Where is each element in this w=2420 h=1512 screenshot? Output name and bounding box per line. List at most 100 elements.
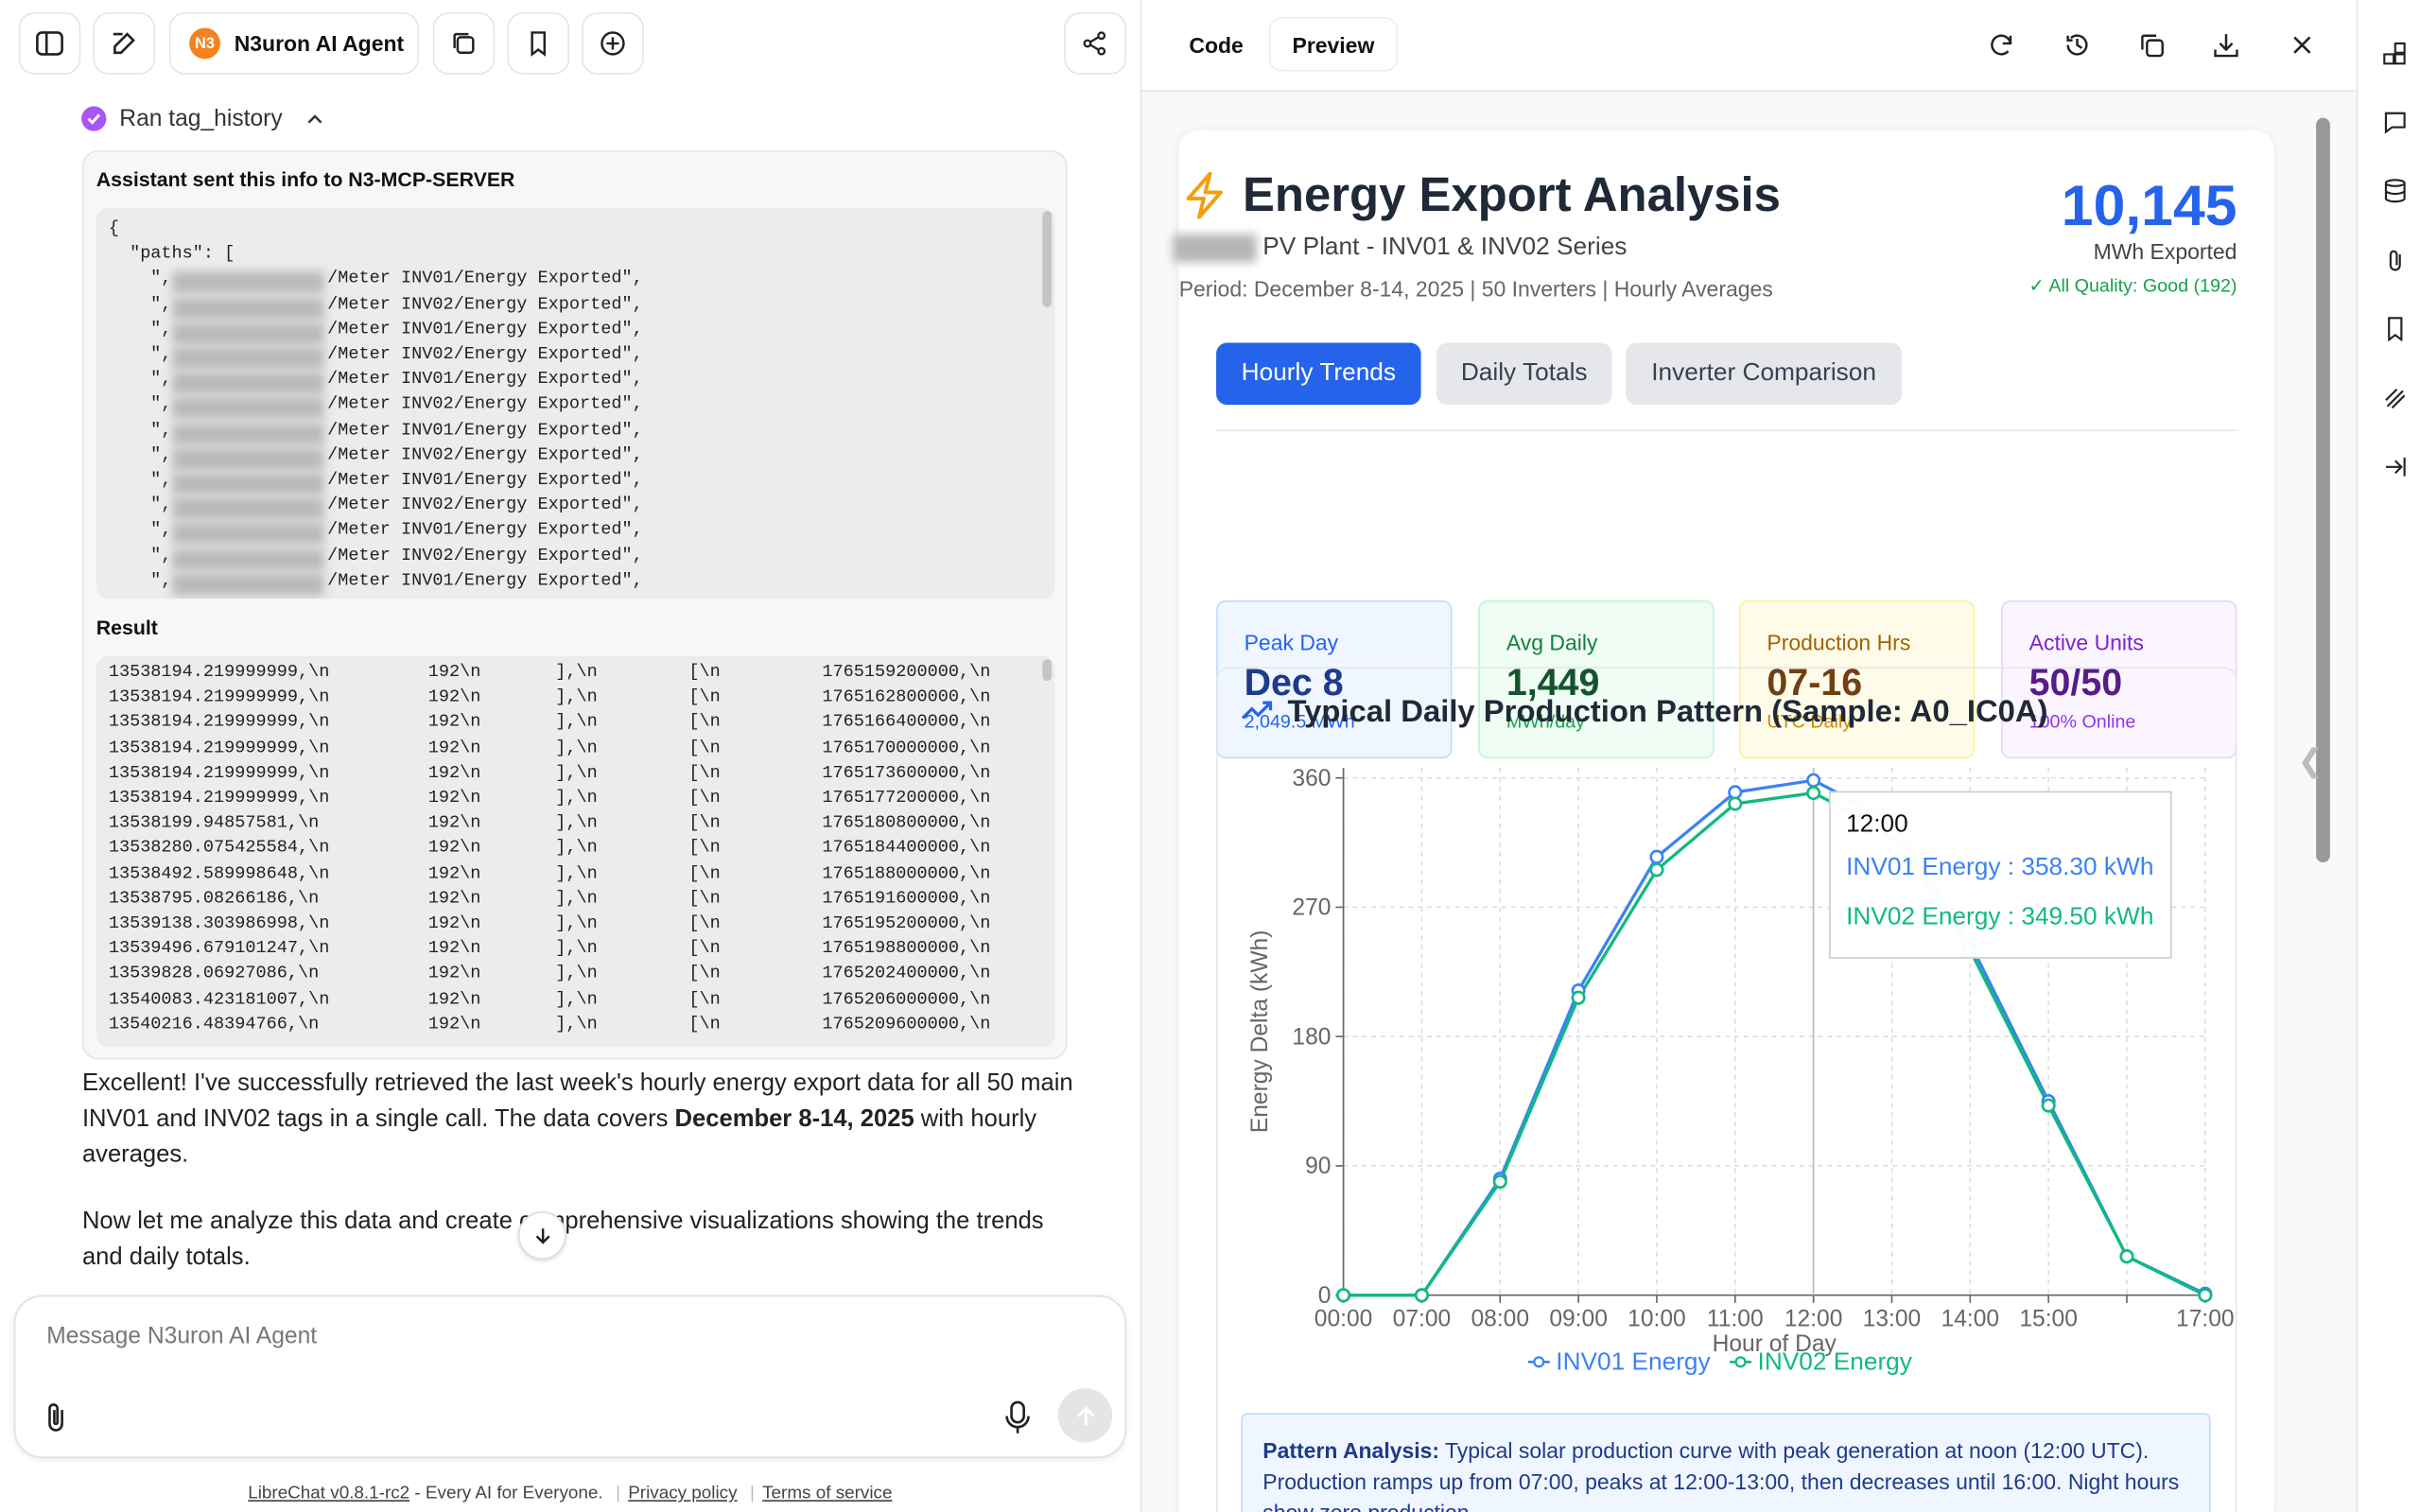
send-button[interactable] — [1057, 1388, 1113, 1443]
code-line: /Meter INV01/Energy Exported", — [327, 270, 643, 289]
x-tick-label: 11:00 — [1707, 1307, 1764, 1332]
tool-status[interactable]: Ran tag_history — [119, 105, 283, 132]
data-point — [1806, 773, 1821, 788]
code-line: /Meter INV01/Energy Exported", — [327, 571, 643, 591]
preview-tab[interactable]: Preview — [1270, 18, 1397, 70]
result-cell: [\n — [688, 739, 721, 758]
input-placeholder: Message N3uron AI Agent — [46, 1323, 318, 1350]
result-cell: ],\n — [555, 764, 598, 784]
request-code: { "paths": [", /Meter INV01/Energy Export… — [96, 207, 1055, 600]
bookmark-icon[interactable] — [2383, 317, 2408, 341]
tagline: - Every AI for Everyone. — [409, 1484, 603, 1503]
x-tick-label: 14:00 — [1941, 1307, 2000, 1332]
tab-active[interactable]: Hourly Trends — [1216, 342, 1421, 406]
result-cell: 13538194.219999999,\n — [108, 714, 330, 733]
result-cell: [\n — [688, 965, 721, 984]
result-cell: 192\n — [427, 864, 481, 884]
period: Period: December 8-14, 2025 | 50 Inverte… — [1178, 275, 1773, 302]
chat-panel: N3 N3uron AI Agent Ran tag_history Assis… — [0, 0, 1142, 1512]
redacted — [172, 573, 324, 596]
share-button[interactable] — [1064, 12, 1126, 75]
x-tick-label: 15:00 — [2019, 1307, 2078, 1332]
collapse-icon[interactable] — [2383, 455, 2408, 479]
resize-handle[interactable]: ❮ — [2297, 744, 2324, 779]
database-icon[interactable] — [2383, 179, 2408, 203]
tool-call-box: Assistant sent this info to N3-MCP-SERVE… — [81, 150, 1068, 1060]
tooltip-title: 12:00 — [1846, 810, 1908, 838]
message-input[interactable]: Message N3uron AI Agent — [13, 1295, 1126, 1458]
result-cell: ],\n — [555, 814, 598, 834]
redacted — [172, 423, 324, 445]
bookmark-button[interactable] — [507, 12, 570, 75]
result-cell: 192\n — [427, 965, 481, 984]
close-icon[interactable] — [2289, 32, 2314, 57]
code-line: { — [108, 219, 119, 239]
dashboard-subtitle: PV Plant - INV01 & INV02 Series — [1262, 234, 1628, 261]
status-check — [81, 106, 107, 131]
x-tick-label: 09:00 — [1549, 1307, 1608, 1332]
result-cell: 192\n — [427, 688, 481, 708]
result-cell: 1765180800000,\n — [822, 814, 991, 834]
code-tab[interactable]: Code — [1189, 31, 1244, 57]
line-chart: 0 90 180 270 360 00:00 07:00 08:00 09:00 10:00 11:… — [1247, 766, 2234, 1376]
attach-icon[interactable] — [41, 1400, 72, 1434]
result-cell: 192\n — [427, 890, 481, 909]
result-cell: 1765202400000,\n — [822, 965, 991, 984]
result-cell: ],\n — [555, 864, 598, 884]
apps-icon[interactable] — [2383, 42, 2408, 66]
y-tick-label: 0 — [1318, 1283, 1332, 1309]
terms-link[interactable]: Terms of service — [762, 1484, 893, 1503]
code-line: /Meter INV02/Energy Exported", — [327, 547, 643, 566]
attach-icon[interactable] — [2383, 248, 2408, 272]
result-cell: 1765170000000,\n — [822, 739, 991, 758]
stat-card: Production Hrs 07-16 UTC Daily — [1738, 600, 1976, 759]
result-cell: 1765173600000,\n — [822, 764, 991, 784]
stat-value: 1,449 — [1506, 662, 1600, 704]
data-point — [1571, 990, 1586, 1005]
result-cell: 192\n — [427, 814, 481, 834]
x-tick-label: 12:00 — [1785, 1307, 1843, 1332]
scroll-down-button[interactable] — [517, 1211, 566, 1260]
result-cell: 192\n — [427, 990, 481, 1010]
analysis-label: Pattern Analysis: — [1262, 1437, 1440, 1463]
sidebar-toggle[interactable] — [18, 12, 81, 75]
redacted — [172, 397, 324, 420]
code-text: ", — [150, 321, 172, 339]
privacy-link[interactable]: Privacy policy — [628, 1484, 738, 1503]
result-cell: 192\n — [427, 764, 481, 784]
code-text: ", — [150, 496, 172, 515]
new-chat[interactable] — [93, 12, 156, 75]
redacted — [172, 447, 324, 470]
result-cell: [\n — [688, 764, 721, 784]
download-icon[interactable] — [2212, 31, 2240, 60]
total-value: 10,145 — [2061, 173, 2237, 237]
analysis-box: Pattern Analysis: Typical solar producti… — [1241, 1413, 2211, 1512]
divider — [1216, 429, 2237, 432]
code-line: /Meter INV01/Energy Exported", — [327, 521, 643, 541]
copy-button[interactable] — [432, 12, 496, 75]
stat-value: 07-16 — [1767, 662, 1863, 704]
x-tick-label: 13:00 — [1863, 1307, 1922, 1332]
memory-icon[interactable] — [2383, 386, 2408, 410]
version-link[interactable]: LibreChat v0.8.1-rc2 — [248, 1484, 410, 1503]
add-button[interactable] — [582, 12, 644, 75]
redacted — [172, 297, 324, 320]
mic-icon[interactable] — [1002, 1399, 1034, 1436]
result-cell: 192\n — [427, 714, 481, 733]
refresh-icon[interactable] — [1987, 31, 2015, 60]
collapse-icon[interactable] — [305, 110, 324, 129]
artifact-panel: Code Preview ❮ Energy Export Analysis PV… — [1141, 0, 2359, 1512]
prompt-icon[interactable] — [2383, 110, 2408, 134]
icon-bar — [2358, 0, 2420, 1512]
tab[interactable]: Daily Totals — [1436, 342, 1612, 406]
data-point — [1492, 1174, 1507, 1190]
footer: LibreChat v0.8.1-rc2 - Every AI for Ever… — [0, 1485, 1140, 1503]
tab[interactable]: Inverter Comparison — [1626, 342, 1903, 406]
stat-sub: UTC Daily — [1767, 710, 1853, 733]
history-icon[interactable] — [2063, 31, 2092, 60]
stat-card: Avg Daily 1,449 MWh/day — [1478, 600, 1715, 759]
code-line: /Meter INV02/Energy Exported", — [327, 345, 643, 365]
agent-selector[interactable]: N3 N3uron AI Agent — [168, 12, 419, 75]
copy-icon[interactable] — [2137, 31, 2166, 60]
